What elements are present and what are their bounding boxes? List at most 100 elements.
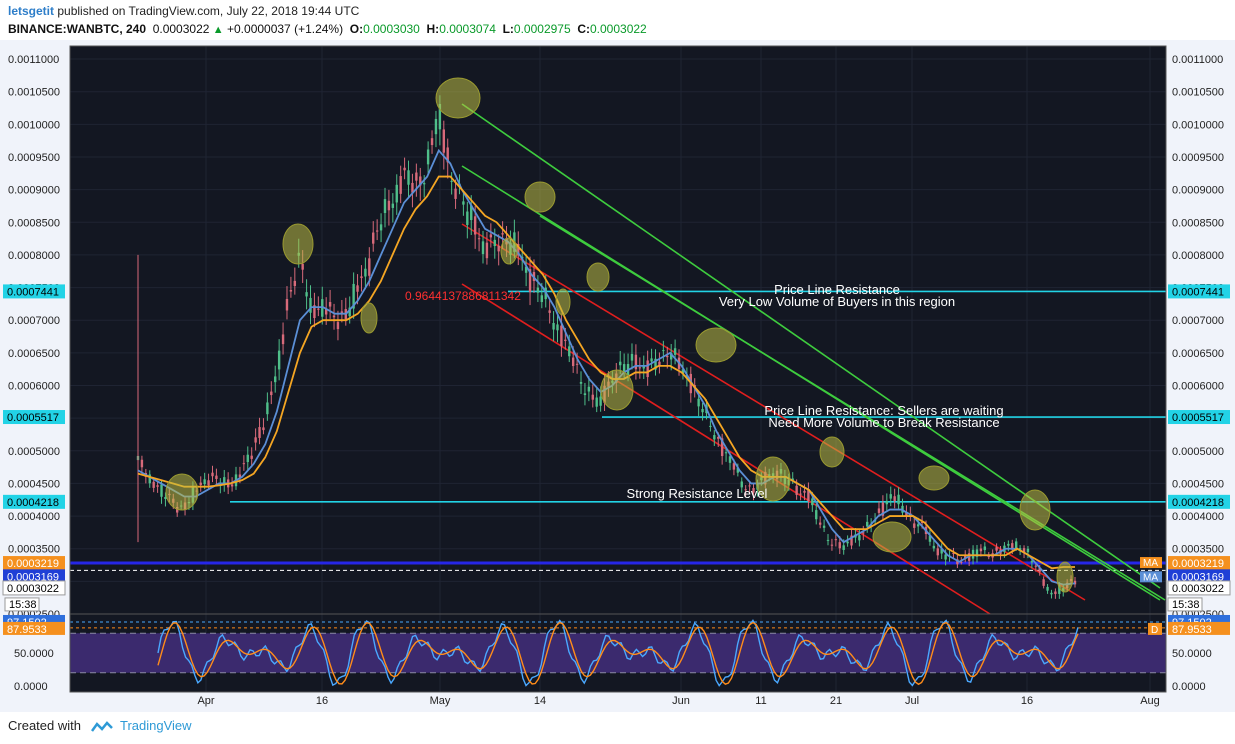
price-tag-level-2-bg (1168, 410, 1230, 425)
price-change: +0.0000037 (+1.24%) (227, 22, 344, 36)
candle-body (466, 211, 469, 225)
candle-body (528, 269, 532, 293)
x-tick-label: May (430, 695, 451, 707)
candle-body (419, 176, 422, 186)
candle-body (1007, 543, 1010, 546)
candle-body (262, 427, 265, 431)
candle-body (293, 280, 297, 286)
high-value: 0.0003074 (439, 22, 496, 36)
candle-body (430, 138, 434, 146)
candle-body (995, 547, 998, 551)
osc-tag-2: 87.9533 (1172, 624, 1212, 636)
countdown-bg-left (4, 597, 40, 612)
grid (70, 46, 1166, 692)
y-tick-label-right: 0.0008500 (1172, 217, 1224, 229)
y-tick-label-right: 0.0007000 (1172, 315, 1224, 327)
annotation-level-2-line-2: Need More Volume to Break Resistance (768, 415, 999, 430)
candle-body (575, 363, 579, 365)
candle-body (422, 183, 426, 185)
created-with: Created with (8, 718, 81, 733)
candle-body (517, 243, 520, 256)
candle-body (274, 376, 277, 383)
candle-body (897, 494, 900, 505)
candle-body (803, 490, 806, 493)
candle-body (552, 322, 555, 330)
candle-body (548, 310, 551, 313)
price-tag-ma-blue-bg (3, 569, 65, 584)
candle-body (336, 322, 340, 330)
candle-body (281, 334, 285, 345)
candle-body (658, 361, 661, 365)
candle-body (940, 548, 943, 554)
candle-body (987, 556, 990, 558)
candle-body (379, 224, 383, 231)
candle-body (713, 435, 716, 440)
candle-body (1022, 548, 1026, 553)
price-tag-ma-blue-bg (1168, 569, 1230, 584)
high-label: H: (426, 22, 440, 36)
candle-body (791, 478, 794, 481)
candle-body (1026, 548, 1030, 553)
candle-body (152, 481, 155, 488)
candle-body (497, 245, 500, 252)
candle-body (301, 263, 304, 270)
candle-body (556, 324, 559, 331)
candle-body (630, 353, 634, 361)
candle-body (434, 118, 438, 135)
highlight-ellipse (1056, 561, 1074, 593)
price-tag-level-1: 0.0007441 (7, 286, 59, 298)
candle-body (156, 485, 159, 487)
candle-body (352, 283, 355, 309)
annotation-level-3: Strong Resistance Level (627, 486, 768, 501)
candle-body (540, 295, 544, 303)
candle-body (583, 393, 587, 396)
candle-body (328, 302, 332, 307)
candle-body (564, 339, 567, 341)
price-tag-ma-orange-bg (3, 556, 65, 571)
price-tag-last-bg (2, 580, 66, 596)
candle-body (881, 502, 885, 516)
candle-body (971, 549, 975, 559)
candle-body (493, 239, 496, 247)
x-tick-label: Jul (905, 695, 919, 707)
candle-body (701, 409, 704, 413)
oscillator-band (70, 633, 1166, 673)
green-channel-lower (539, 215, 1166, 601)
highlight-ellipse (524, 181, 556, 213)
candle-body (340, 311, 344, 313)
candle-body (893, 496, 896, 502)
candle-body (932, 545, 936, 549)
price-tag-ma-blue: 0.0003169 (7, 571, 59, 583)
candle-body (720, 438, 724, 457)
candle-body (913, 523, 916, 528)
x-tick-label: Aug (1140, 695, 1160, 707)
candle-body (164, 497, 167, 499)
candle-body (1011, 543, 1014, 550)
y-tick-label-right: 0.0004000 (1172, 511, 1224, 523)
highlight-ellipse (282, 223, 314, 265)
osc-tag-2-bg (3, 621, 65, 635)
candle-body (916, 524, 920, 527)
author-link[interactable]: letsgetit (8, 4, 55, 18)
candle-body (799, 493, 802, 495)
x-tick-label: 16 (316, 695, 328, 707)
candle-body (752, 488, 755, 493)
candle-body (728, 456, 732, 463)
candle-body (489, 234, 493, 238)
candle-body (1073, 580, 1077, 585)
candle-body (811, 498, 814, 506)
candle-body (403, 167, 406, 171)
y-tick-label-right: 0.0003500 (1172, 544, 1224, 556)
price-tag-ma-orange-bg (1168, 556, 1230, 571)
candle-body (203, 479, 206, 485)
main-pane[interactable] (70, 46, 1166, 614)
tradingview-logo-icon (90, 720, 113, 732)
tradingview-link[interactable]: TradingView (120, 718, 192, 733)
up-arrow-icon: ▲ (212, 24, 224, 36)
countdown-bg-right (1167, 597, 1203, 612)
y-tick-label-right: 0.0009000 (1172, 185, 1224, 197)
highlight-ellipse (360, 302, 378, 334)
price-tag-ma-orange: 0.0003219 (1172, 558, 1224, 570)
candle-body (850, 535, 853, 546)
